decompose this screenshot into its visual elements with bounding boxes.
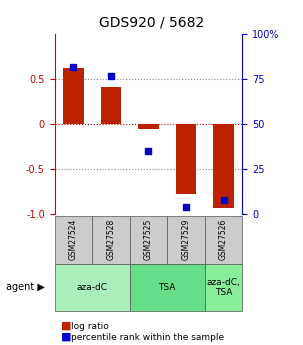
Text: ■: ■ xyxy=(61,332,71,342)
Text: ■: ■ xyxy=(61,321,71,331)
Text: percentile rank within the sample: percentile rank within the sample xyxy=(71,333,224,342)
Text: TSA: TSA xyxy=(158,283,176,292)
Bar xyxy=(176,124,196,194)
Text: GSM27526: GSM27526 xyxy=(219,219,228,260)
Text: GDS920 / 5682: GDS920 / 5682 xyxy=(99,16,204,29)
Bar xyxy=(213,124,234,208)
Text: GSM27525: GSM27525 xyxy=(144,219,153,260)
Text: aza-dC,
TSA: aza-dC, TSA xyxy=(207,277,241,297)
Text: GSM27528: GSM27528 xyxy=(106,219,115,260)
Text: GSM27524: GSM27524 xyxy=(69,219,78,260)
Bar xyxy=(138,124,159,129)
Bar xyxy=(63,68,84,124)
Text: agent ▶: agent ▶ xyxy=(6,282,45,292)
Text: aza-dC: aza-dC xyxy=(77,283,108,292)
Text: log ratio: log ratio xyxy=(71,322,109,331)
Text: GSM27529: GSM27529 xyxy=(181,219,191,260)
Bar xyxy=(101,87,121,124)
